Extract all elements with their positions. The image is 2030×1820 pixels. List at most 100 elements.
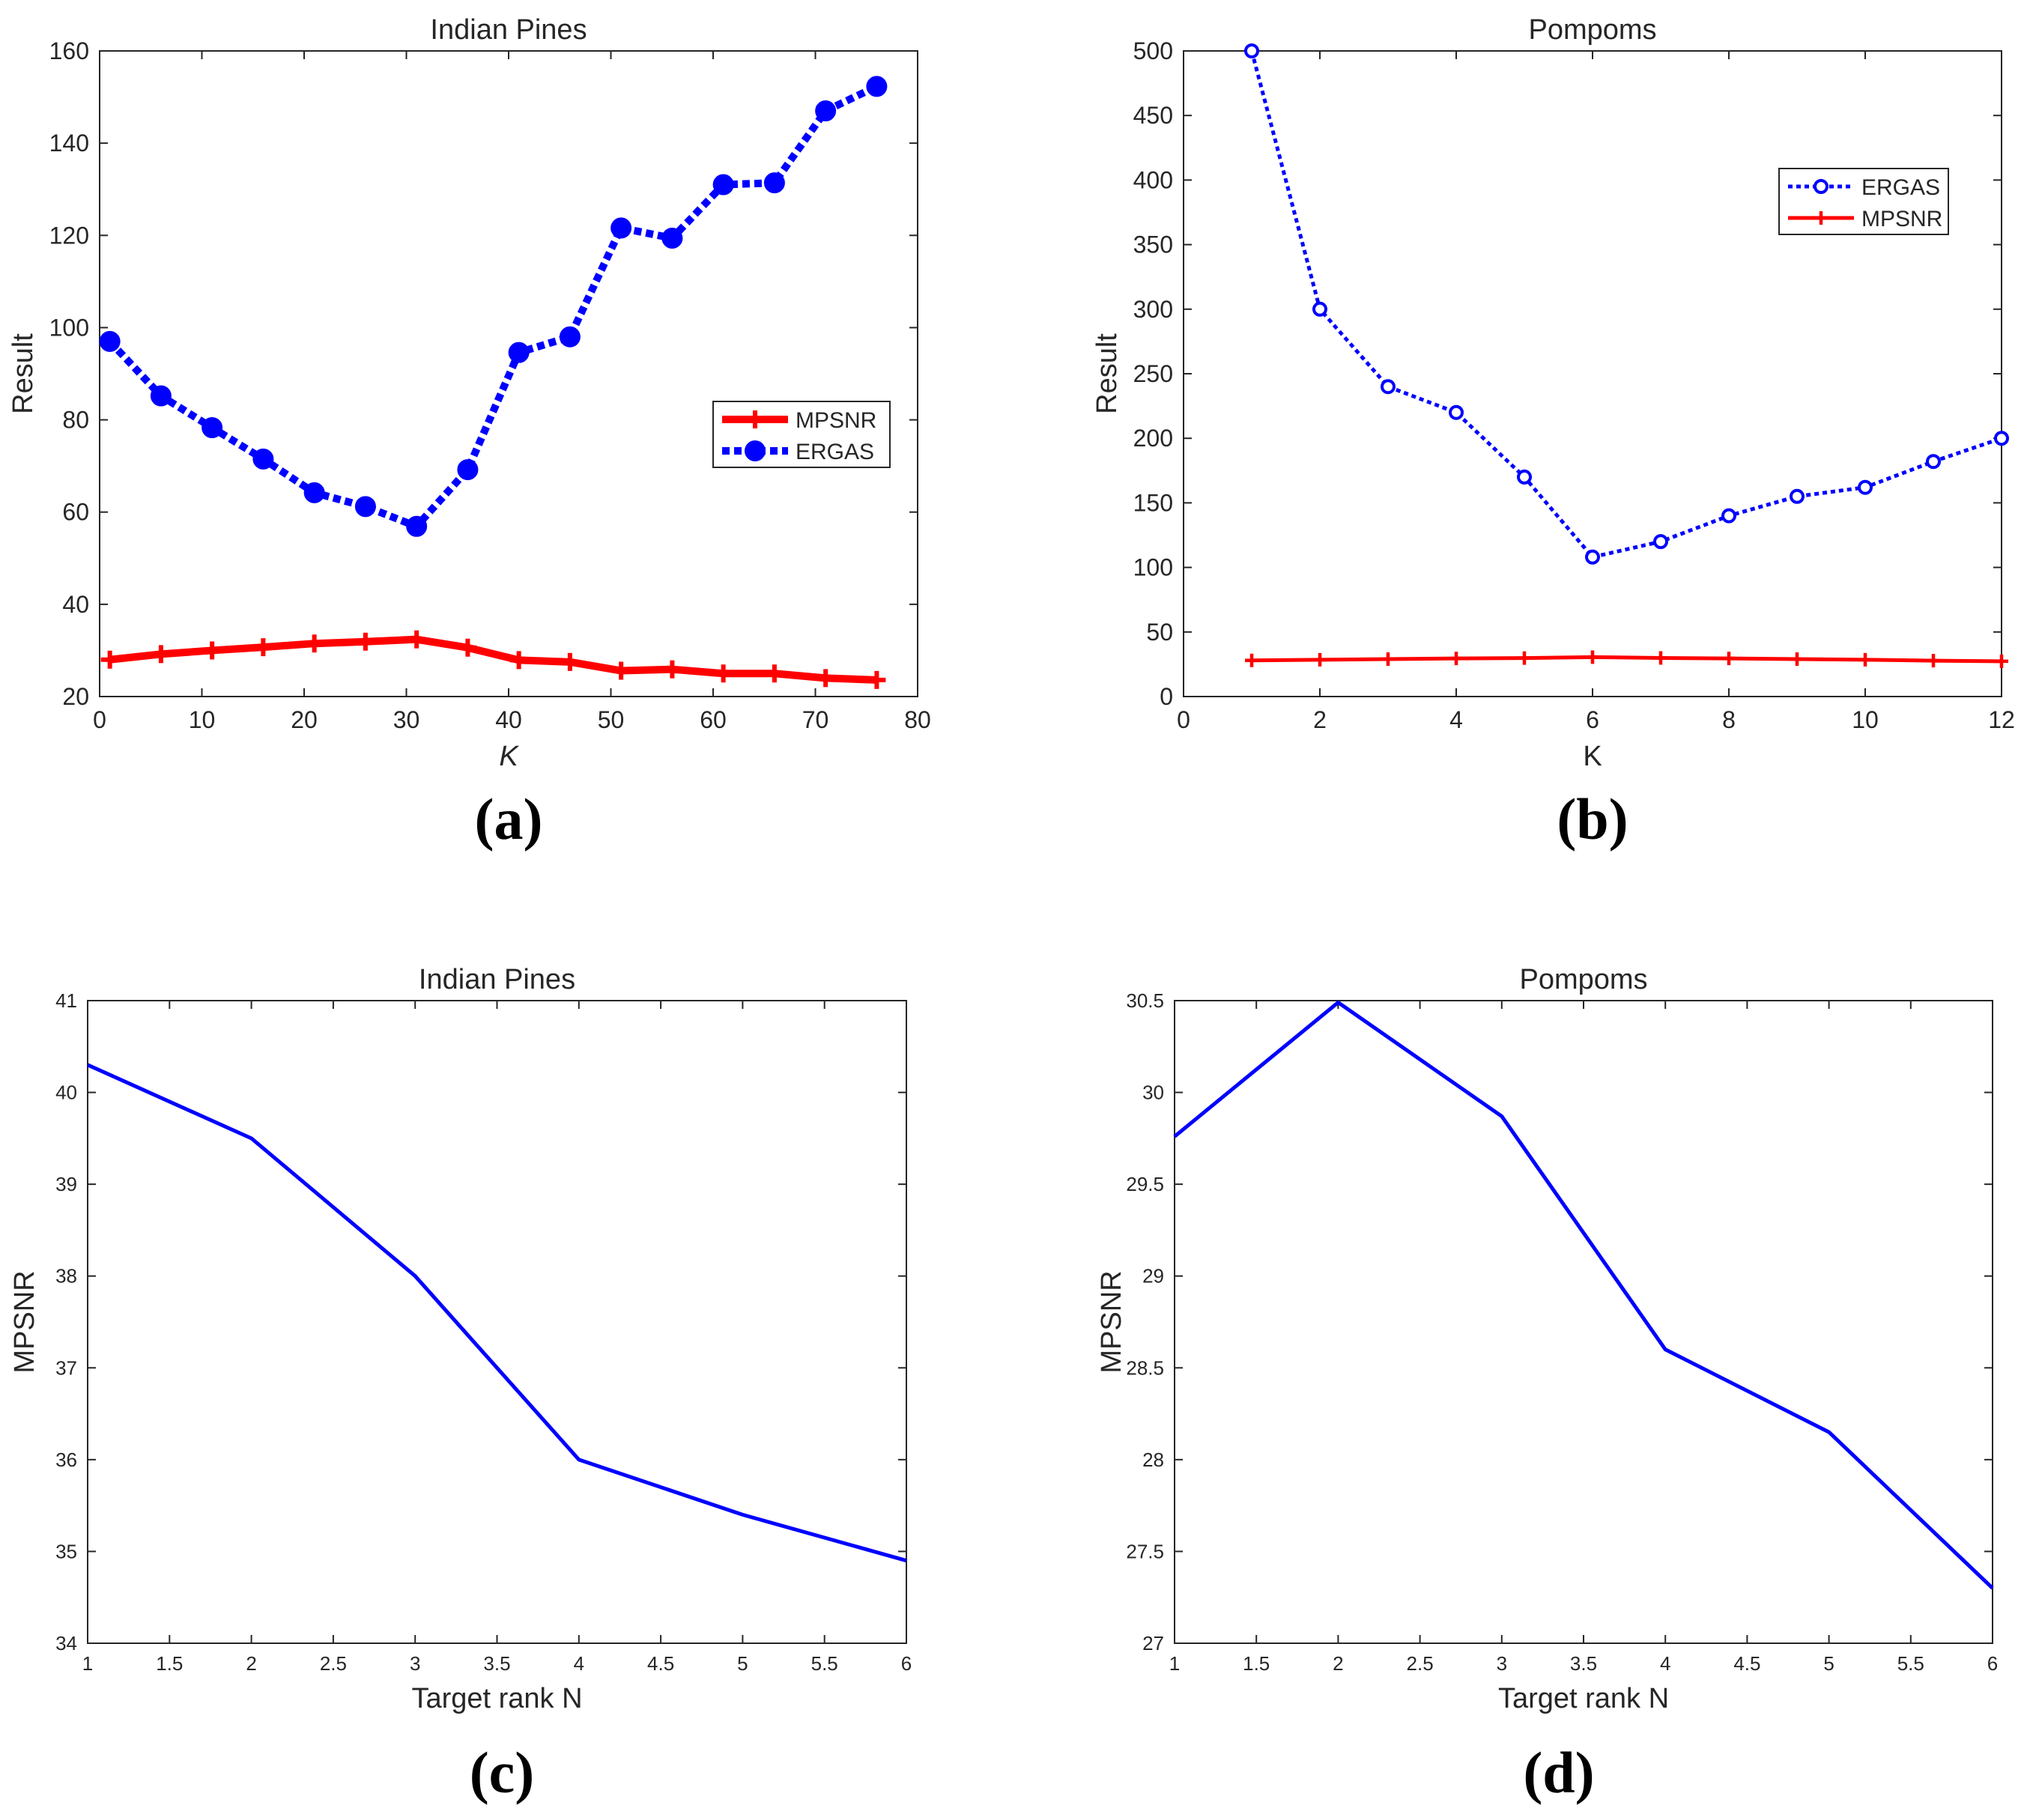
x-tick-label: 1.5 bbox=[1243, 1652, 1270, 1675]
y-tick-label: 28 bbox=[1142, 1449, 1164, 1471]
y-tick-label: 120 bbox=[49, 222, 89, 249]
data-point-ergas bbox=[866, 76, 888, 97]
legend-marker-mpsnr bbox=[1814, 211, 1828, 225]
plot-frame bbox=[1183, 50, 2002, 697]
data-point-mpsnr bbox=[1381, 652, 1395, 667]
data-point-ergas bbox=[508, 342, 530, 363]
y-tick-label: 300 bbox=[1133, 296, 1173, 323]
data-point-ergas bbox=[1994, 431, 2009, 446]
panel-label: (c) bbox=[470, 1740, 535, 1805]
x-tick-label: 60 bbox=[700, 706, 727, 733]
y-tick-label: 250 bbox=[1133, 360, 1173, 387]
y-axis-label: Result bbox=[1091, 333, 1123, 414]
x-tick-label: 5 bbox=[737, 1652, 748, 1675]
x-tick-label: 6 bbox=[1586, 706, 1599, 733]
data-point-mpsnr bbox=[458, 638, 477, 657]
y-tick-label: 100 bbox=[1133, 554, 1173, 581]
y-tick-label: 40 bbox=[55, 1082, 77, 1104]
y-tick-label: 28.5 bbox=[1126, 1356, 1164, 1379]
y-tick-label: 350 bbox=[1133, 231, 1173, 258]
data-point-mpsnr bbox=[560, 652, 579, 671]
panel-label: (a) bbox=[475, 786, 543, 852]
x-tick-label: 3.5 bbox=[1570, 1652, 1597, 1675]
chart-panel-c: Indian Pines 1 1.5 2 2.5 3 3.5 4 4.5 5 5.5 6 34 35 36 3… bbox=[9, 964, 912, 1805]
y-tick-label: 36 bbox=[55, 1449, 77, 1471]
x-tick-label: 5.5 bbox=[811, 1652, 838, 1675]
data-point-ergas bbox=[354, 496, 376, 518]
data-point-mpsnr bbox=[1722, 652, 1736, 666]
data-point-mpsnr bbox=[1927, 654, 1940, 668]
data-point-ergas bbox=[610, 217, 632, 239]
x-tick-label: 30 bbox=[393, 706, 420, 733]
chart-panel-b: Pompoms 0 2 4 6 8 10 12 0 50 100 150 200 250 300 350 400… bbox=[1091, 14, 2015, 852]
y-tick-label: 27.5 bbox=[1126, 1540, 1164, 1562]
y-tick-label: 500 bbox=[1133, 37, 1173, 64]
legend-marker-mpsnr bbox=[746, 410, 764, 428]
x-tick-label: 4.5 bbox=[1733, 1652, 1760, 1675]
x-axis-label: K bbox=[1583, 741, 1602, 772]
y-tick-label: 27 bbox=[1142, 1632, 1164, 1654]
series-line-mpsnr bbox=[86, 1063, 907, 1563]
data-point-mpsnr bbox=[1995, 654, 2008, 668]
data-point-ergas bbox=[457, 459, 479, 481]
series-line-ergas bbox=[107, 82, 879, 530]
y-tick-label: 38 bbox=[55, 1265, 77, 1287]
x-tick-label: 8 bbox=[1722, 706, 1736, 733]
data-point-ergas bbox=[1585, 549, 1600, 565]
series-line-ergas bbox=[1249, 50, 2002, 559]
x-tick-label: 12 bbox=[1988, 706, 2015, 733]
x-tick-label: 3 bbox=[1497, 1652, 1507, 1675]
y-tick-label: 30.5 bbox=[1126, 989, 1164, 1012]
x-tick-label: 2.5 bbox=[320, 1652, 347, 1675]
data-point-ergas bbox=[406, 515, 428, 537]
y-tick-label: 50 bbox=[1146, 619, 1173, 646]
data-point-mpsnr bbox=[305, 634, 324, 653]
y-tick-label: 0 bbox=[1160, 683, 1173, 710]
data-point-mpsnr bbox=[867, 670, 886, 689]
x-axis-label: Target rank N bbox=[1498, 1683, 1669, 1714]
y-tick-label: 39 bbox=[55, 1173, 77, 1195]
legend-box bbox=[712, 401, 891, 468]
data-point-ergas bbox=[303, 482, 325, 503]
data-point-mpsnr bbox=[356, 632, 375, 651]
data-point-mpsnr bbox=[612, 661, 631, 680]
data-point-mpsnr bbox=[816, 669, 835, 688]
y-tick-label: 450 bbox=[1133, 102, 1173, 129]
data-point-mpsnr bbox=[1654, 651, 1667, 665]
data-point-ergas bbox=[252, 448, 274, 470]
y-tick-label: 60 bbox=[62, 499, 89, 526]
y-tick-label: 140 bbox=[49, 130, 89, 157]
legend-label-ergas: ERGAS bbox=[796, 440, 874, 464]
data-point-mpsnr bbox=[1449, 652, 1463, 666]
x-tick-label: 1 bbox=[82, 1652, 93, 1675]
data-point-ergas bbox=[1449, 404, 1464, 420]
x-tick-label: 6 bbox=[1987, 1652, 1998, 1675]
data-point-mpsnr bbox=[254, 638, 273, 657]
chart-panel-a: Indian Pines 0 10 20 30 40 50 60 70 80 20 40 60 80 100… bbox=[7, 14, 931, 852]
data-point-mpsnr bbox=[1790, 652, 1804, 667]
x-tick-label: 2 bbox=[1333, 1652, 1343, 1675]
data-point-ergas bbox=[1381, 379, 1396, 395]
y-tick-label: 29.5 bbox=[1126, 1173, 1164, 1195]
x-tick-label: 10 bbox=[189, 706, 216, 733]
y-tick-label: 80 bbox=[62, 407, 89, 434]
y-tick-label: 35 bbox=[55, 1540, 77, 1562]
legend: ERGAS MPSNR bbox=[1778, 168, 1949, 235]
y-tick-label: 400 bbox=[1133, 166, 1173, 193]
series-line-mpsnr bbox=[1173, 1000, 1994, 1590]
data-point-ergas bbox=[712, 174, 734, 195]
x-tick-label: 0 bbox=[1177, 706, 1190, 733]
x-tick-label: 20 bbox=[291, 706, 318, 733]
x-tick-label: 4 bbox=[574, 1652, 584, 1675]
chart-title: Indian Pines bbox=[430, 14, 587, 46]
y-axis-label: Result bbox=[7, 333, 39, 414]
data-point-mpsnr bbox=[151, 645, 170, 664]
data-point-mpsnr bbox=[714, 664, 733, 683]
x-tick-label: 3.5 bbox=[483, 1652, 510, 1675]
x-tick-label: 4 bbox=[1660, 1652, 1670, 1675]
data-point-ergas bbox=[661, 227, 683, 249]
y-tick-label: 100 bbox=[49, 314, 89, 341]
y-tick-label: 150 bbox=[1133, 489, 1173, 516]
chart-title: Pompoms bbox=[1528, 14, 1656, 46]
